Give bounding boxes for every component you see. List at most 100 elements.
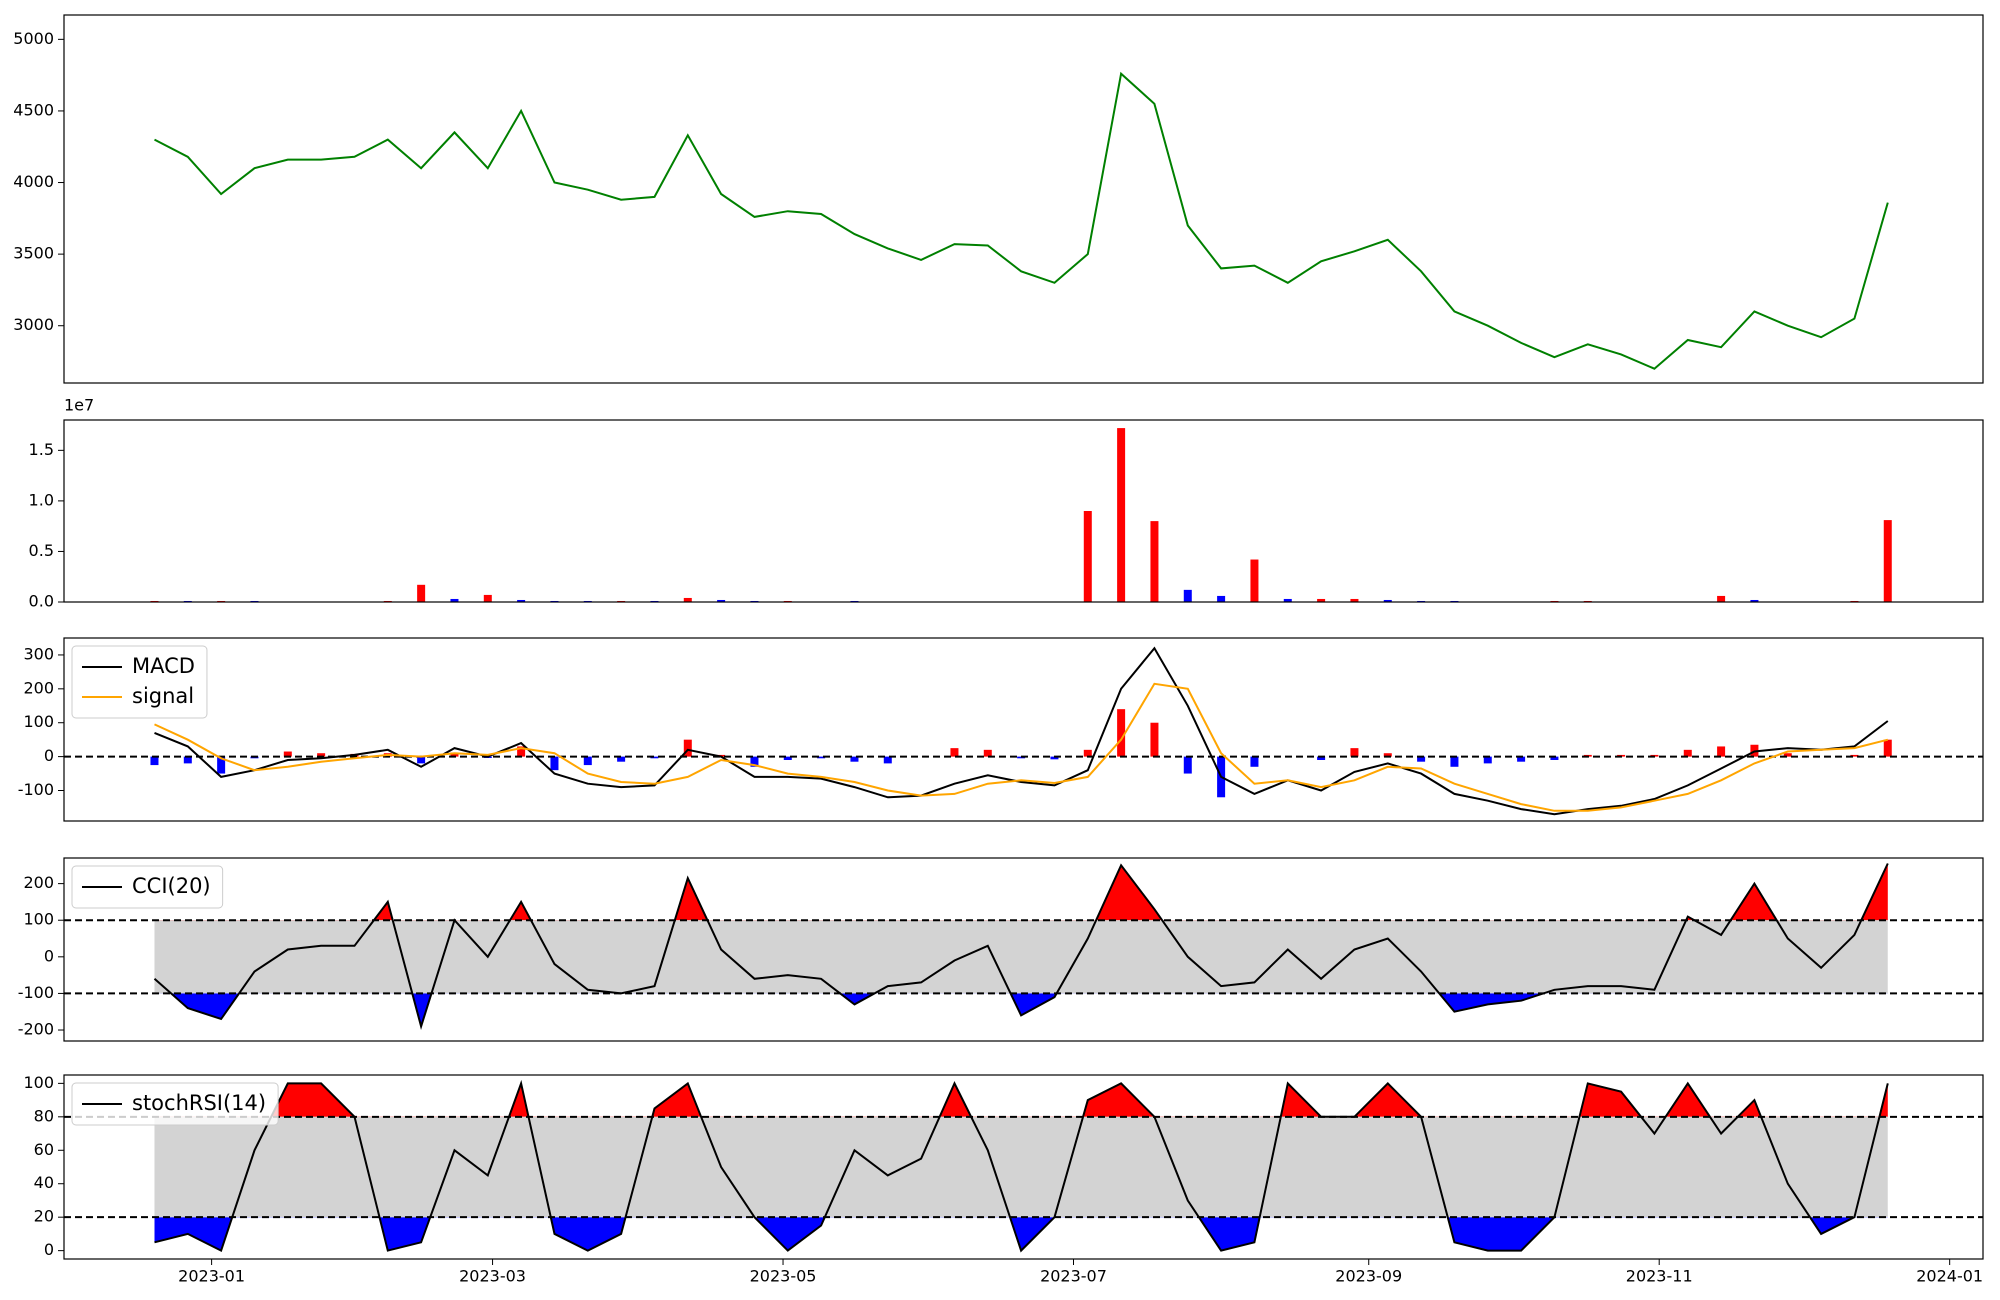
histogram-bar	[1517, 756, 1526, 762]
volume-bar	[717, 599, 726, 602]
legend-box	[71, 645, 208, 719]
histogram-bar	[1417, 756, 1426, 762]
overbought-fill	[154, 1083, 1888, 1117]
neutral-band	[154, 920, 1888, 994]
y-tick-label: 100	[23, 712, 54, 731]
histogram-bar	[883, 756, 892, 764]
y-tick-label: 200	[23, 678, 54, 697]
volume-bar	[1883, 520, 1892, 602]
y-tick-label: 5000	[13, 29, 54, 48]
histogram-bar	[1050, 756, 1059, 760]
histogram-bar	[683, 739, 692, 757]
panel: -200 -100 0 100 200 CCI(20)	[18, 857, 1984, 1042]
y-tick-label: -100	[18, 983, 54, 1002]
histogram-bar	[1450, 756, 1459, 767]
legend-label: CCI(20)	[132, 874, 211, 898]
histogram-bar	[1083, 749, 1092, 757]
y-tick-label: 100	[23, 910, 54, 929]
x-tick-label: 2023-03	[459, 1267, 526, 1286]
histogram-bar	[783, 756, 792, 760]
volume-bar	[1150, 521, 1159, 602]
y-tick-label: 60	[34, 1140, 54, 1159]
y-tick-label: 3500	[13, 244, 54, 263]
histogram-bar	[1850, 754, 1859, 757]
volume-bar	[483, 594, 492, 602]
y-tick-label: 80	[34, 1106, 54, 1125]
volume-bar	[1217, 595, 1226, 602]
volume-bar	[1317, 598, 1326, 602]
histogram-bar	[1550, 756, 1559, 760]
histogram-bar	[283, 751, 292, 757]
y-tick-label: 200	[23, 873, 54, 892]
histogram-bar	[1250, 756, 1259, 767]
axes-frame	[63, 857, 1984, 1042]
y-tick-label: 0	[44, 946, 54, 965]
legend-box	[71, 1082, 279, 1126]
legend-box	[71, 865, 224, 909]
x-tick-label: 2023-01	[178, 1267, 245, 1286]
histogram-bar	[317, 753, 326, 757]
legend-label: stochRSI(14)	[132, 1091, 266, 1115]
histogram-bar	[1317, 756, 1326, 760]
histogram-bar	[983, 749, 992, 757]
series-line	[153, 863, 1889, 1030]
volume-bar	[1283, 598, 1292, 602]
axes-frame	[63, 419, 1984, 603]
y-tick-label: 1.0	[29, 490, 54, 509]
y-tick-label: 20	[34, 1207, 54, 1226]
volume-bar	[1183, 589, 1192, 602]
y-tick-label: -200	[18, 1020, 54, 1039]
axes-frame	[63, 14, 1984, 384]
panel: -100 0 100 200 300 MACD signal	[18, 637, 1984, 822]
volume-bar	[1717, 595, 1726, 602]
series-line	[154, 646, 1889, 816]
histogram-bar	[1150, 722, 1159, 757]
x-tick-label: 2023-05	[750, 1267, 817, 1286]
histogram-bar	[1117, 709, 1126, 757]
histogram-bar	[583, 756, 592, 766]
y-tick-label: 4000	[13, 172, 54, 191]
axes-frame	[63, 1074, 1984, 1260]
histogram-bar	[1883, 739, 1892, 757]
y-tick-label: 100	[23, 1073, 54, 1092]
histogram-bar	[1717, 746, 1726, 757]
histogram-bar	[417, 756, 426, 764]
y-tick-label: 4500	[13, 100, 54, 119]
histogram-bar	[1783, 753, 1792, 757]
series-line	[154, 71, 1889, 370]
y-tick-label: 0.5	[29, 541, 54, 560]
y-tick-label: 0	[44, 746, 54, 765]
histogram-bar	[183, 756, 192, 764]
axes-frame	[63, 637, 1984, 822]
volume-bar	[1117, 428, 1126, 602]
volume-bar	[1250, 559, 1259, 602]
y-tick-label: 0.0	[29, 592, 54, 611]
x-tick-label: 2024-01	[1916, 1267, 1983, 1286]
legend: MACD signal	[71, 645, 208, 719]
histogram-bar	[550, 756, 559, 771]
volume-bar	[417, 584, 426, 602]
volume-bar	[1383, 599, 1392, 602]
oversold-fill	[171, 993, 1544, 1027]
x-tick-label: 2023-09	[1335, 1267, 1402, 1286]
neutral-band	[154, 1116, 1888, 1218]
histogram-bar	[217, 756, 226, 774]
volume-bar	[1750, 599, 1759, 602]
y-tick-label: 300	[23, 644, 54, 663]
panel: 0.0 0.5 1.0 1.5 1e7	[29, 396, 1984, 611]
series-line	[154, 682, 1889, 812]
histogram-bar	[950, 748, 959, 757]
legend: CCI(20)	[71, 865, 224, 909]
volume-bar	[1083, 511, 1092, 602]
y-tick-label: 1.5	[29, 440, 54, 459]
histogram-bar	[1483, 756, 1492, 764]
volume-bar	[1350, 598, 1359, 602]
histogram-bar	[1183, 756, 1192, 774]
volume-bar	[517, 599, 526, 602]
y-tick-label: 3000	[13, 315, 54, 334]
histogram-bar	[517, 746, 526, 757]
x-tick-label: 2023-11	[1626, 1267, 1693, 1286]
volume-bar	[450, 598, 459, 602]
histogram-bar	[1683, 749, 1692, 757]
